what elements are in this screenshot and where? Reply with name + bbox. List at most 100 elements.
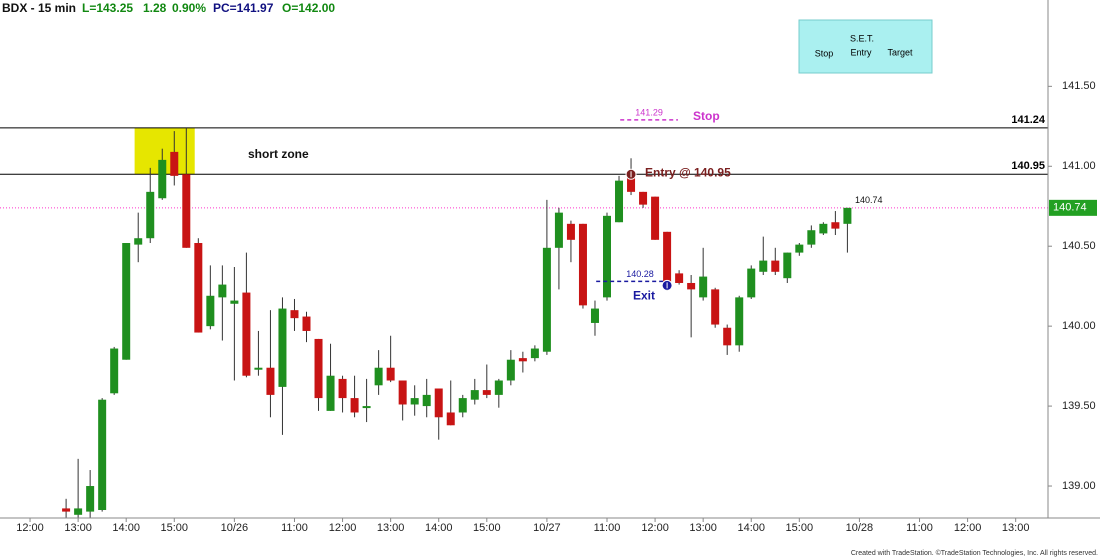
candle-body [194,243,203,333]
candle-body [470,390,479,400]
candle-body [302,316,311,331]
candle-body [386,367,395,381]
candle-body [290,310,299,319]
candle-body [651,196,660,240]
set-title: S.E.T. [850,33,874,43]
candle-body [530,348,539,359]
candle-body [578,223,587,306]
x-tick-label: 13:00 [377,522,405,534]
y-tick-label: 141.50 [1062,80,1096,92]
x-tick-label: 11:00 [594,522,621,534]
symbol: BDX - 15 min [2,1,76,15]
candle-body [134,238,143,245]
stop-label: Stop [693,109,720,123]
plot: short zone 141.24 140.95 140.74 141.29 Stop En… [0,107,1048,518]
footer: Created with TradeStation. ©TradeStation… [851,549,1098,557]
candle-body [807,230,816,245]
candle-body [86,486,95,512]
candle-body [74,508,83,515]
x-tick-label: 12:00 [641,522,669,534]
candle-body [326,375,335,411]
x-tick-label: 10/27 [533,522,561,534]
set-box [798,19,933,74]
stop-value: 141.29 [635,107,663,117]
candle-body [314,338,323,399]
x-tick-label: 13:00 [1002,522,1030,534]
candle-body [843,207,852,224]
candle-body [350,398,359,413]
last-price-label: 140.74 [855,195,883,205]
set-item: Target [887,47,913,57]
candle-body [783,252,792,279]
zone-label: short zone [248,147,309,161]
candle-body [362,406,371,409]
change-pct: 0.90% [172,1,206,15]
y-tick-label: 139.00 [1062,480,1096,492]
last-price: L=143.25 [82,1,133,15]
candle-body [254,367,263,370]
y-tick-label: 139.50 [1062,400,1096,412]
candle-body [735,297,744,346]
candle-body [615,180,624,223]
candle-body [699,276,708,298]
x-tick-label: 13:00 [689,522,717,534]
candle-body [747,268,756,298]
candle-body [170,151,179,176]
candle-body [554,212,563,248]
candle-body [518,358,527,362]
x-tick-label: 12:00 [16,522,44,534]
candle-body [446,412,455,426]
candle-body [398,380,407,405]
candle-body [122,243,131,360]
candle-body [723,327,732,346]
y-tick-label: 141.00 [1062,160,1096,172]
exit-value: 140.28 [626,269,654,279]
x-tick-label: 14:00 [112,522,140,534]
candle-body [506,359,515,381]
last-price-axis-label: 140.74 [1053,202,1087,214]
candle-body [98,399,107,511]
prev-close: PC=141.97 [213,1,274,15]
candle-body [639,191,648,205]
candle-body [374,367,383,386]
entry-label: Entry @ 140.95 [645,165,731,179]
candle-body [158,159,167,199]
candle-body [687,282,696,290]
candle-body [62,508,71,512]
candle-body [338,378,347,399]
set-item: Stop [815,48,834,58]
x-tick-label: 13:00 [64,522,92,534]
candle-body [603,215,611,298]
x-tick-label: 12:00 [329,522,357,534]
x-tick-label: 11:00 [281,522,308,534]
x-tick-label: 15:00 [473,522,501,534]
candle-body [819,223,828,234]
candle-body [795,244,804,253]
x-tick-label: 10/28 [846,522,874,534]
candle-body [482,390,491,395]
exit-label: Exit [633,289,655,303]
candle-body [663,231,672,285]
candle-body [566,223,575,240]
candle-body [410,398,419,405]
candle-body [206,295,215,327]
candle-body [627,175,636,192]
candle-body [218,284,227,298]
candle-body [146,191,155,239]
candle-body [434,388,443,418]
level-label: 140.95 [1011,160,1045,172]
x-tick-label: 14:00 [737,522,765,534]
last-price-box [1049,199,1097,216]
candle-body [110,348,119,394]
x-tick-label: 15:00 [786,522,814,534]
candle-body [242,292,251,376]
x-tick-label: 12:00 [954,522,982,534]
candle-body [422,394,431,407]
candle-body [230,300,239,304]
candle-body [266,367,275,395]
candle-body [711,289,720,325]
open-price: O=142.00 [282,1,335,15]
x-tick-label: 15:00 [161,522,189,534]
